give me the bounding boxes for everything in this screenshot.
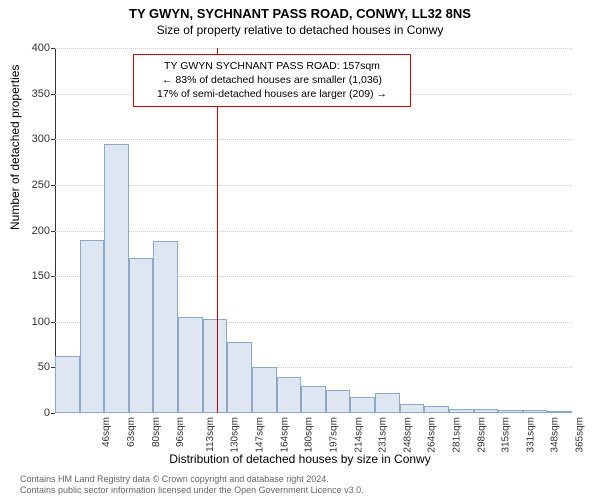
- histogram-bar: [178, 317, 203, 413]
- histogram-bar: [547, 411, 572, 413]
- histogram-bar: [252, 367, 277, 413]
- y-axis-label: Number of detached properties: [8, 65, 22, 230]
- x-tick-label: 248sqm: [402, 417, 413, 453]
- info-box-line-2: ← 83% of detached houses are smaller (1,…: [142, 73, 402, 87]
- chart-container: TY GWYN, SYCHNANT PASS ROAD, CONWY, LL32…: [0, 0, 600, 500]
- gridline: [55, 231, 572, 232]
- histogram-bar: [474, 409, 499, 413]
- x-tick-label: 214sqm: [353, 417, 364, 453]
- info-box-line-3: 17% of semi-detached houses are larger (…: [142, 87, 402, 101]
- x-tick-label: 63sqm: [126, 417, 137, 447]
- histogram-bar: [400, 404, 425, 413]
- x-tick-label: 113sqm: [205, 417, 216, 452]
- y-tick-label: 350: [32, 88, 55, 100]
- y-tick-label: 0: [44, 407, 55, 419]
- x-tick-label: 46sqm: [101, 417, 112, 447]
- chart-title: TY GWYN, SYCHNANT PASS ROAD, CONWY, LL32…: [0, 0, 600, 21]
- x-tick-label: 197sqm: [328, 417, 339, 453]
- gridline: [55, 48, 572, 49]
- x-tick-label: 80sqm: [151, 417, 162, 447]
- footer-line-1: Contains HM Land Registry data © Crown c…: [20, 474, 364, 485]
- histogram-bar: [129, 258, 154, 413]
- histogram-bar: [153, 241, 178, 413]
- y-tick-label: 200: [32, 225, 55, 237]
- y-tick-label: 300: [32, 133, 55, 145]
- x-tick-label: 180sqm: [304, 417, 315, 453]
- histogram-bar: [277, 377, 302, 414]
- x-tick-label: 264sqm: [427, 417, 438, 453]
- histogram-bar: [498, 410, 523, 413]
- gridline: [55, 185, 572, 186]
- y-tick-label: 400: [32, 42, 55, 54]
- histogram-bar: [55, 356, 80, 413]
- x-tick-label: 365sqm: [575, 417, 586, 453]
- y-tick-label: 250: [32, 179, 55, 191]
- histogram-bar: [80, 240, 105, 413]
- gridline: [55, 139, 572, 140]
- y-tick-label: 100: [32, 316, 55, 328]
- x-tick-label: 331sqm: [525, 417, 536, 453]
- x-tick-label: 231sqm: [378, 417, 389, 453]
- chart-subtitle: Size of property relative to detached ho…: [0, 21, 600, 37]
- x-tick-label: 298sqm: [476, 417, 487, 453]
- footer-attribution: Contains HM Land Registry data © Crown c…: [20, 474, 364, 496]
- x-tick-label: 96sqm: [175, 417, 186, 447]
- info-box: TY GWYN SYCHNANT PASS ROAD: 157sqm← 83% …: [133, 54, 411, 107]
- plot-area: 05010015020025030035040046sqm63sqm80sqm9…: [55, 48, 572, 413]
- x-tick-label: 130sqm: [230, 417, 241, 453]
- x-tick-label: 147sqm: [255, 417, 266, 453]
- y-tick-label: 150: [32, 270, 55, 282]
- histogram-bar: [449, 409, 474, 413]
- histogram-bar: [203, 319, 228, 413]
- histogram-bar: [104, 144, 129, 413]
- y-tick-label: 50: [38, 361, 55, 373]
- x-tick-label: 348sqm: [550, 417, 561, 453]
- footer-line-2: Contains public sector information licen…: [20, 485, 364, 496]
- histogram-bar: [227, 342, 252, 413]
- info-box-line-1: TY GWYN SYCHNANT PASS ROAD: 157sqm: [142, 59, 402, 73]
- histogram-bar: [301, 386, 326, 413]
- histogram-bar: [375, 393, 400, 413]
- histogram-bar: [350, 397, 375, 413]
- histogram-bar: [424, 406, 449, 413]
- x-tick-label: 315sqm: [501, 417, 512, 453]
- x-tick-label: 281sqm: [452, 417, 463, 453]
- x-tick-label: 164sqm: [279, 417, 290, 453]
- x-axis-label: Distribution of detached houses by size …: [0, 452, 600, 466]
- histogram-bar: [523, 410, 548, 413]
- histogram-bar: [326, 390, 351, 413]
